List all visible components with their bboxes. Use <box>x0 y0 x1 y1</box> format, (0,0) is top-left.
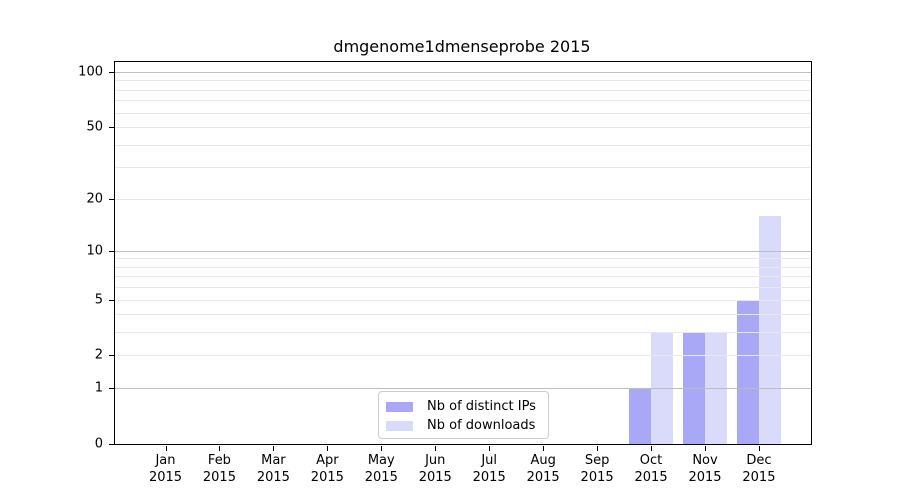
y-axis-label-5: 5 <box>94 292 103 308</box>
x-axis-tick-feb <box>219 446 221 451</box>
x-axis-tick-oct <box>651 446 653 451</box>
legend-swatch-downloads <box>386 420 413 431</box>
y-axis-tick-20 <box>109 198 114 200</box>
gridline-y-30 <box>115 167 811 169</box>
x-axis-tick-nov <box>705 446 706 451</box>
x-axis-label-apr: Apr 2015 <box>311 453 344 486</box>
x-axis-label-year: 2015 <box>688 469 722 485</box>
x-axis-label-month: Oct <box>639 453 663 468</box>
gridline-y-1 <box>115 388 811 390</box>
x-axis-label-month: Feb <box>207 453 231 468</box>
x-axis-label-month: Aug <box>530 453 556 468</box>
y-axis-tick-5 <box>109 299 114 301</box>
bar-nb-of-distinct-ips-dec <box>737 299 759 444</box>
gridline-y-10 <box>115 250 811 252</box>
gridline-y-3 <box>115 332 811 334</box>
x-axis-label-year: 2015 <box>634 469 668 485</box>
x-axis-label-year: 2015 <box>310 469 344 485</box>
x-axis-label-month: Sep <box>584 453 610 468</box>
legend-item-downloads: Nb of downloads <box>386 416 548 435</box>
x-axis-label-dec: Dec 2015 <box>742 453 775 486</box>
x-axis-tick-dec <box>758 446 760 451</box>
x-axis-label-feb: Feb 2015 <box>203 453 236 486</box>
gridline-y-60 <box>115 112 811 114</box>
x-axis-label-month: Jan <box>155 453 176 468</box>
x-axis-label-jul: Jul 2015 <box>473 453 506 486</box>
x-axis-label-month: Apr <box>316 453 339 468</box>
x-axis-label-month: Nov <box>692 453 718 468</box>
legend-swatch-distinct-ips <box>386 401 413 412</box>
x-axis-label-jun: Jun 2015 <box>419 453 452 486</box>
x-axis-label-month: May <box>367 453 395 468</box>
gridline-y-80 <box>115 89 811 91</box>
plot-area: Nb of distinct IPs Nb of downloads 0 1 2 5 1… <box>78 61 812 485</box>
gridline-y-8 <box>115 266 811 268</box>
x-axis-label-month: Jul <box>481 453 498 468</box>
legend-label-downloads: Nb of downloads <box>427 418 536 433</box>
x-axis-label-jan: Jan 2015 <box>149 453 182 486</box>
y-axis-label-20: 20 <box>86 191 103 207</box>
gridline-y-4 <box>115 314 811 316</box>
y-axis-tick-100 <box>109 72 114 74</box>
x-axis-tick-may <box>381 446 383 451</box>
x-axis-label-year: 2015 <box>148 469 183 485</box>
x-axis-label-year: 2015 <box>742 469 776 485</box>
x-axis-label-aug: Aug 2015 <box>527 453 560 486</box>
gridline-y-5 <box>115 299 811 301</box>
gridline-y-6 <box>115 287 811 289</box>
x-axis-label-sep: Sep 2015 <box>581 453 614 486</box>
y-axis-tick-50 <box>109 127 114 129</box>
x-axis-label-month: Mar <box>261 453 286 468</box>
gridline-y-7 <box>115 276 811 278</box>
legend-label-distinct-ips: Nb of distinct IPs <box>427 399 536 414</box>
y-axis-label-100: 100 <box>78 64 103 80</box>
y-axis-label-2: 2 <box>94 347 103 363</box>
gridline-y-90 <box>115 80 811 82</box>
x-axis-label-month: Dec <box>746 453 772 468</box>
gridline-y-50 <box>115 127 811 129</box>
gridline-y-100 <box>115 72 811 74</box>
x-axis-label-year: 2015 <box>526 469 560 485</box>
y-axis-label-50: 50 <box>86 119 103 135</box>
legend-item-distinct-ips: Nb of distinct IPs <box>386 397 548 416</box>
gridline-y-40 <box>115 144 811 146</box>
y-axis-label-1: 1 <box>94 380 103 396</box>
x-axis-tick-jul <box>489 446 491 451</box>
x-axis-label-nov: Nov 2015 <box>688 453 721 486</box>
x-axis-label-year: 2015 <box>580 469 614 485</box>
x-axis-tick-jun <box>435 446 437 451</box>
x-axis-label-may: May 2015 <box>365 453 398 486</box>
x-axis-tick-sep <box>597 446 599 451</box>
x-axis-tick-aug <box>543 446 545 451</box>
x-axis-tick-apr <box>327 446 329 451</box>
y-axis-tick-2 <box>109 355 114 357</box>
y-axis-label-0: 0 <box>94 436 103 452</box>
x-axis-label-year: 2015 <box>364 469 398 485</box>
x-axis-tick-mar <box>273 446 275 451</box>
gridline-y-9 <box>115 258 811 260</box>
x-axis-label-year: 2015 <box>256 469 290 485</box>
x-axis-label-mar: Mar 2015 <box>257 453 290 486</box>
y-axis-tick-0 <box>109 444 114 445</box>
bar-nb-of-distinct-ips-oct <box>629 388 652 444</box>
x-axis-label-month: Jun <box>425 453 446 468</box>
gridline-y-2 <box>115 355 811 357</box>
x-axis-label-oct: Oct 2015 <box>635 453 668 486</box>
x-axis-label-year: 2015 <box>418 469 452 485</box>
x-axis-label-year: 2015 <box>202 469 236 485</box>
x-axis-label-year: 2015 <box>472 469 506 485</box>
bar-nb-of-downloads-dec <box>758 215 781 444</box>
y-axis-tick-10 <box>109 250 114 252</box>
gridline-y-70 <box>115 100 811 102</box>
y-axis-tick-1 <box>109 388 114 390</box>
chart-title: dmgenome1dmenseprobe 2015 <box>333 37 591 56</box>
x-axis-tick-jan <box>165 446 167 451</box>
gridline-y-20 <box>115 198 811 200</box>
legend: Nb of distinct IPs Nb of downloads <box>378 391 549 439</box>
y-axis-label-10: 10 <box>86 243 103 259</box>
